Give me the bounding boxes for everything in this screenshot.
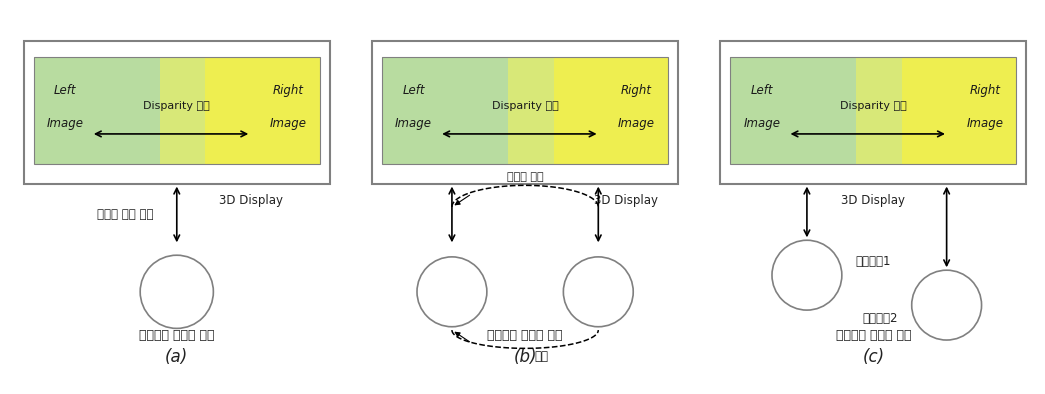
Text: 입체감의 주관적 판단: 입체감의 주관적 판단: [139, 329, 214, 342]
Text: Image: Image: [619, 117, 655, 130]
Bar: [24, 41, 330, 184]
Text: Disparity 조절: Disparity 조절: [143, 100, 210, 111]
Text: Left: Left: [402, 84, 424, 97]
Text: Left: Left: [750, 84, 773, 97]
Text: Right: Right: [970, 84, 1000, 97]
Text: (c): (c): [862, 348, 884, 366]
Text: Disparity 조절: Disparity 조절: [492, 100, 558, 111]
Text: 사용자 거리 조절: 사용자 거리 조절: [97, 208, 154, 221]
Text: 시청자당2: 시청자당2: [863, 312, 899, 325]
Bar: [206, 57, 320, 164]
Text: 3D Display: 3D Display: [595, 194, 658, 207]
Bar: [33, 57, 320, 164]
Text: 시청자당1: 시청자당1: [855, 255, 890, 268]
Bar: [856, 57, 902, 164]
Text: 입체감의 주관적 판단: 입체감의 주관적 판단: [836, 329, 911, 342]
Text: Image: Image: [395, 117, 432, 130]
Bar: [554, 57, 668, 164]
Text: 3D Display: 3D Display: [219, 194, 283, 207]
Bar: [160, 57, 206, 164]
Text: Right: Right: [273, 84, 304, 97]
Text: Image: Image: [743, 117, 781, 130]
Bar: [720, 41, 1026, 184]
Text: (b): (b): [513, 348, 537, 366]
Text: 이동: 이동: [535, 350, 549, 363]
Text: 3D Display: 3D Display: [841, 194, 905, 207]
Text: Image: Image: [270, 117, 307, 130]
Text: Left: Left: [54, 84, 76, 97]
Bar: [382, 57, 668, 164]
Text: Image: Image: [967, 117, 1003, 130]
Bar: [902, 57, 1017, 164]
Bar: [382, 57, 508, 164]
Bar: [730, 57, 856, 164]
Text: Right: Right: [621, 84, 652, 97]
Bar: [508, 57, 554, 164]
Bar: [372, 41, 678, 184]
Bar: [730, 57, 1017, 164]
Text: 시점의 변경: 시점의 변경: [507, 172, 543, 182]
Text: Image: Image: [47, 117, 84, 130]
Bar: [33, 57, 160, 164]
Text: (a): (a): [165, 348, 188, 366]
Text: 입체감의 주관적 판단: 입체감의 주관적 판단: [487, 329, 563, 342]
Text: Disparity 조절: Disparity 조절: [840, 100, 907, 111]
